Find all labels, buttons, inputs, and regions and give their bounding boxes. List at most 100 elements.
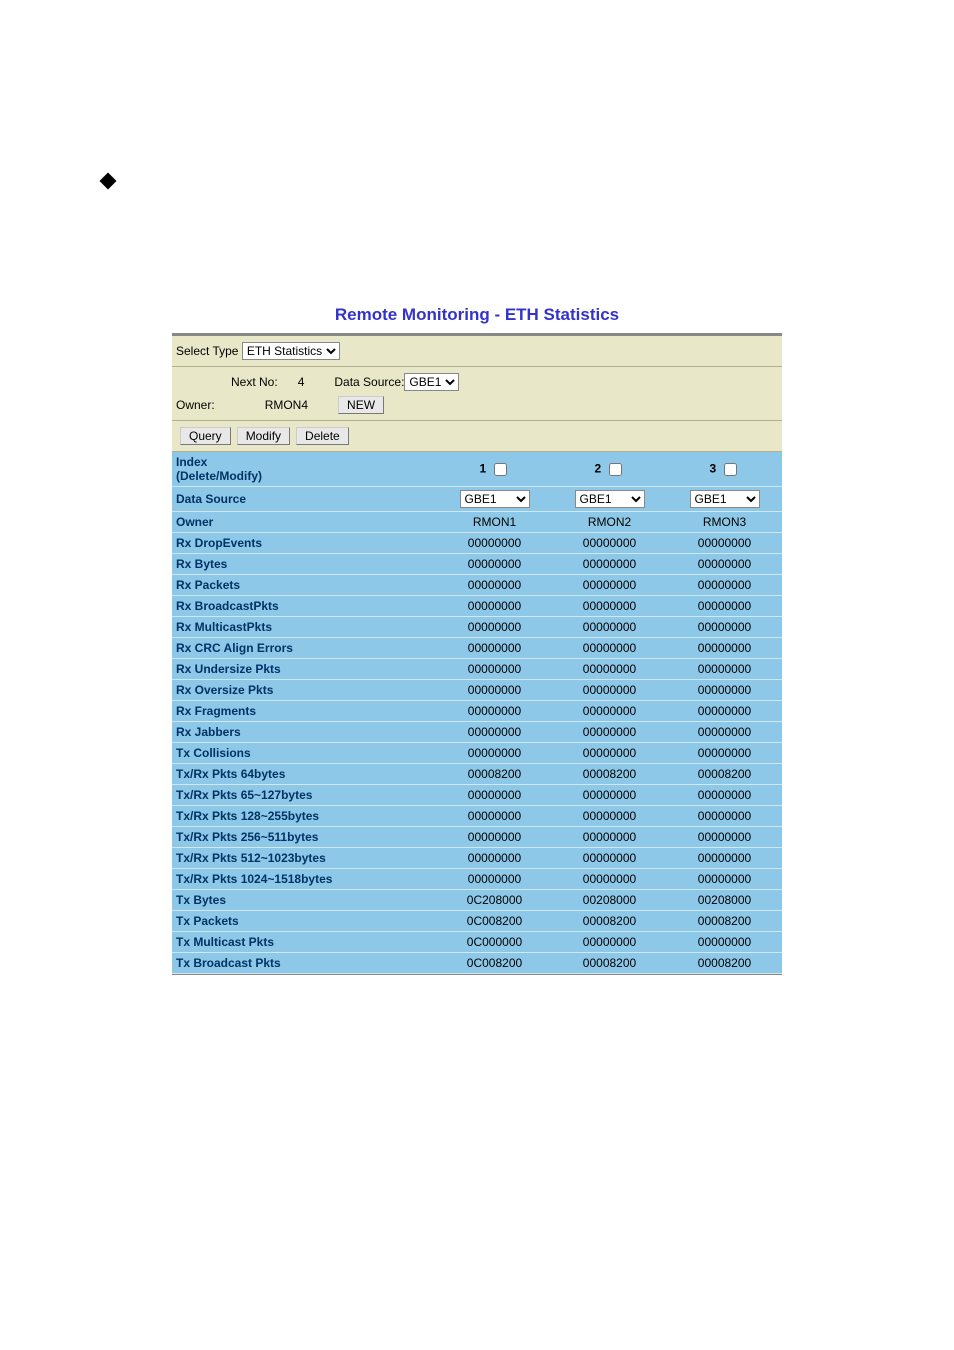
stat-row: Rx BroadcastPkts000000000000000000000000	[172, 596, 782, 617]
stat-label: Tx/Rx Pkts 64bytes	[172, 764, 437, 785]
stat-label: Rx Bytes	[172, 554, 437, 575]
stat-value: 00000000	[667, 575, 782, 596]
stat-value: 00000000	[552, 533, 667, 554]
query-button[interactable]: Query	[180, 427, 231, 445]
page-title: Remote Monitoring - ETH Statistics	[0, 305, 954, 325]
stat-value: 00000000	[552, 848, 667, 869]
stat-label: Tx/Rx Pkts 65~127bytes	[172, 785, 437, 806]
stat-value: 00000000	[437, 596, 552, 617]
stat-value: 00208000	[552, 890, 667, 911]
stat-value: 00000000	[552, 638, 667, 659]
stat-value: 00000000	[552, 575, 667, 596]
stat-value: 00000000	[552, 680, 667, 701]
data-source-label: Data Source:	[334, 375, 404, 389]
data-source-cell-2: GBE1	[552, 487, 667, 512]
stat-value: 00000000	[667, 554, 782, 575]
stat-row: Rx Undersize Pkts00000000000000000000000…	[172, 659, 782, 680]
stat-label: Tx/Rx Pkts 1024~1518bytes	[172, 869, 437, 890]
stat-value: 00000000	[437, 638, 552, 659]
index-header-text: Index (Delete/Modify)	[176, 455, 262, 483]
select-type-dropdown[interactable]: ETH Statistics	[242, 342, 340, 360]
index-row: Index (Delete/Modify) 1 2 3	[172, 452, 782, 487]
stat-value: 00000000	[667, 533, 782, 554]
owner-cell-2: RMON2	[552, 512, 667, 533]
next-no-value: 4	[298, 375, 305, 389]
data-source-select-3[interactable]: GBE1	[690, 490, 760, 508]
stat-value: 00000000	[667, 680, 782, 701]
stat-value: 00000000	[552, 554, 667, 575]
owner-cell-1: RMON1	[437, 512, 552, 533]
stat-value: 00000000	[667, 848, 782, 869]
stat-value: 00008200	[667, 764, 782, 785]
stat-value: 00008200	[552, 764, 667, 785]
index-cell-1: 1	[437, 452, 552, 487]
stat-value: 00008200	[437, 764, 552, 785]
owner-row-table: Owner RMON1 RMON2 RMON3	[172, 512, 782, 533]
stat-value: 00000000	[667, 701, 782, 722]
stat-value: 00000000	[437, 701, 552, 722]
stat-row: Tx/Rx Pkts 65~127bytes000000000000000000…	[172, 785, 782, 806]
action-button-row: Query Modify Delete	[172, 421, 782, 452]
stat-value: 00000000	[552, 806, 667, 827]
data-source-header: Data Source	[172, 487, 437, 512]
next-no-label: Next No:	[231, 375, 278, 389]
index-3-checkbox[interactable]	[724, 463, 737, 476]
data-source-row: Data Source GBE1 GBE1 GBE1	[172, 487, 782, 512]
stat-row: Rx Bytes000000000000000000000000	[172, 554, 782, 575]
stat-value: 00008200	[667, 911, 782, 932]
stat-value: 00000000	[667, 617, 782, 638]
stat-value: 00000000	[437, 806, 552, 827]
index-1-checkbox[interactable]	[494, 463, 507, 476]
stat-value: 00000000	[437, 575, 552, 596]
index-header: Index (Delete/Modify)	[172, 452, 437, 487]
stat-value: 00000000	[552, 659, 667, 680]
owner-header: Owner	[172, 512, 437, 533]
stat-row: Rx Oversize Pkts000000000000000000000000	[172, 680, 782, 701]
modify-button[interactable]: Modify	[237, 427, 290, 445]
index-cell-3: 3	[667, 452, 782, 487]
index-2-checkbox[interactable]	[609, 463, 622, 476]
stat-value: 00000000	[437, 827, 552, 848]
stat-value: 00000000	[437, 554, 552, 575]
stat-label: Tx/Rx Pkts 128~255bytes	[172, 806, 437, 827]
stat-value: 00000000	[552, 701, 667, 722]
filter-panel: Select Type ETH Statistics Next No: 4 Da…	[172, 336, 782, 452]
stat-value: 00000000	[552, 596, 667, 617]
stat-row: Tx Multicast Pkts0C000000000000000000000…	[172, 932, 782, 953]
stat-value: 00208000	[667, 890, 782, 911]
stat-value: 00000000	[667, 743, 782, 764]
stat-row: Tx/Rx Pkts 256~511bytes00000000000000000…	[172, 827, 782, 848]
stat-row: Tx/Rx Pkts 64bytes0000820000008200000082…	[172, 764, 782, 785]
stat-label: Rx Packets	[172, 575, 437, 596]
statistics-table: Index (Delete/Modify) 1 2 3 Data Source …	[172, 452, 782, 974]
stat-label: Tx Packets	[172, 911, 437, 932]
data-source-cell-3: GBE1	[667, 487, 782, 512]
new-button[interactable]: NEW	[338, 396, 384, 414]
delete-button[interactable]: Delete	[296, 427, 349, 445]
stat-row: Rx Fragments000000000000000000000000	[172, 701, 782, 722]
stat-label: Rx DropEvents	[172, 533, 437, 554]
owner-row: Owner: RMON4 NEW	[172, 394, 782, 421]
index-cell-2: 2	[552, 452, 667, 487]
stat-value: 00000000	[667, 806, 782, 827]
data-source-select-1[interactable]: GBE1	[460, 490, 530, 508]
stat-label: Rx Undersize Pkts	[172, 659, 437, 680]
stat-value: 00000000	[667, 827, 782, 848]
stat-label: Rx Jabbers	[172, 722, 437, 743]
owner-value: RMON4	[265, 398, 308, 412]
owner-cell-3: RMON3	[667, 512, 782, 533]
next-data-row: Next No: 4 Data Source: GBE1	[172, 367, 782, 394]
select-type-label: Select Type	[176, 344, 238, 358]
stat-value: 00000000	[552, 869, 667, 890]
select-type-row: Select Type ETH Statistics	[172, 336, 782, 367]
stat-row: Tx/Rx Pkts 512~1023bytes0000000000000000…	[172, 848, 782, 869]
stat-row: Rx DropEvents000000000000000000000000	[172, 533, 782, 554]
stat-value: 00000000	[667, 638, 782, 659]
data-source-select-2[interactable]: GBE1	[575, 490, 645, 508]
stat-value: 00000000	[552, 785, 667, 806]
stat-value: 00000000	[437, 848, 552, 869]
stat-value: 0C208000	[437, 890, 552, 911]
data-source-dropdown[interactable]: GBE1	[404, 373, 459, 391]
stat-row: Tx Packets0C0082000000820000008200	[172, 911, 782, 932]
stat-label: Rx Fragments	[172, 701, 437, 722]
